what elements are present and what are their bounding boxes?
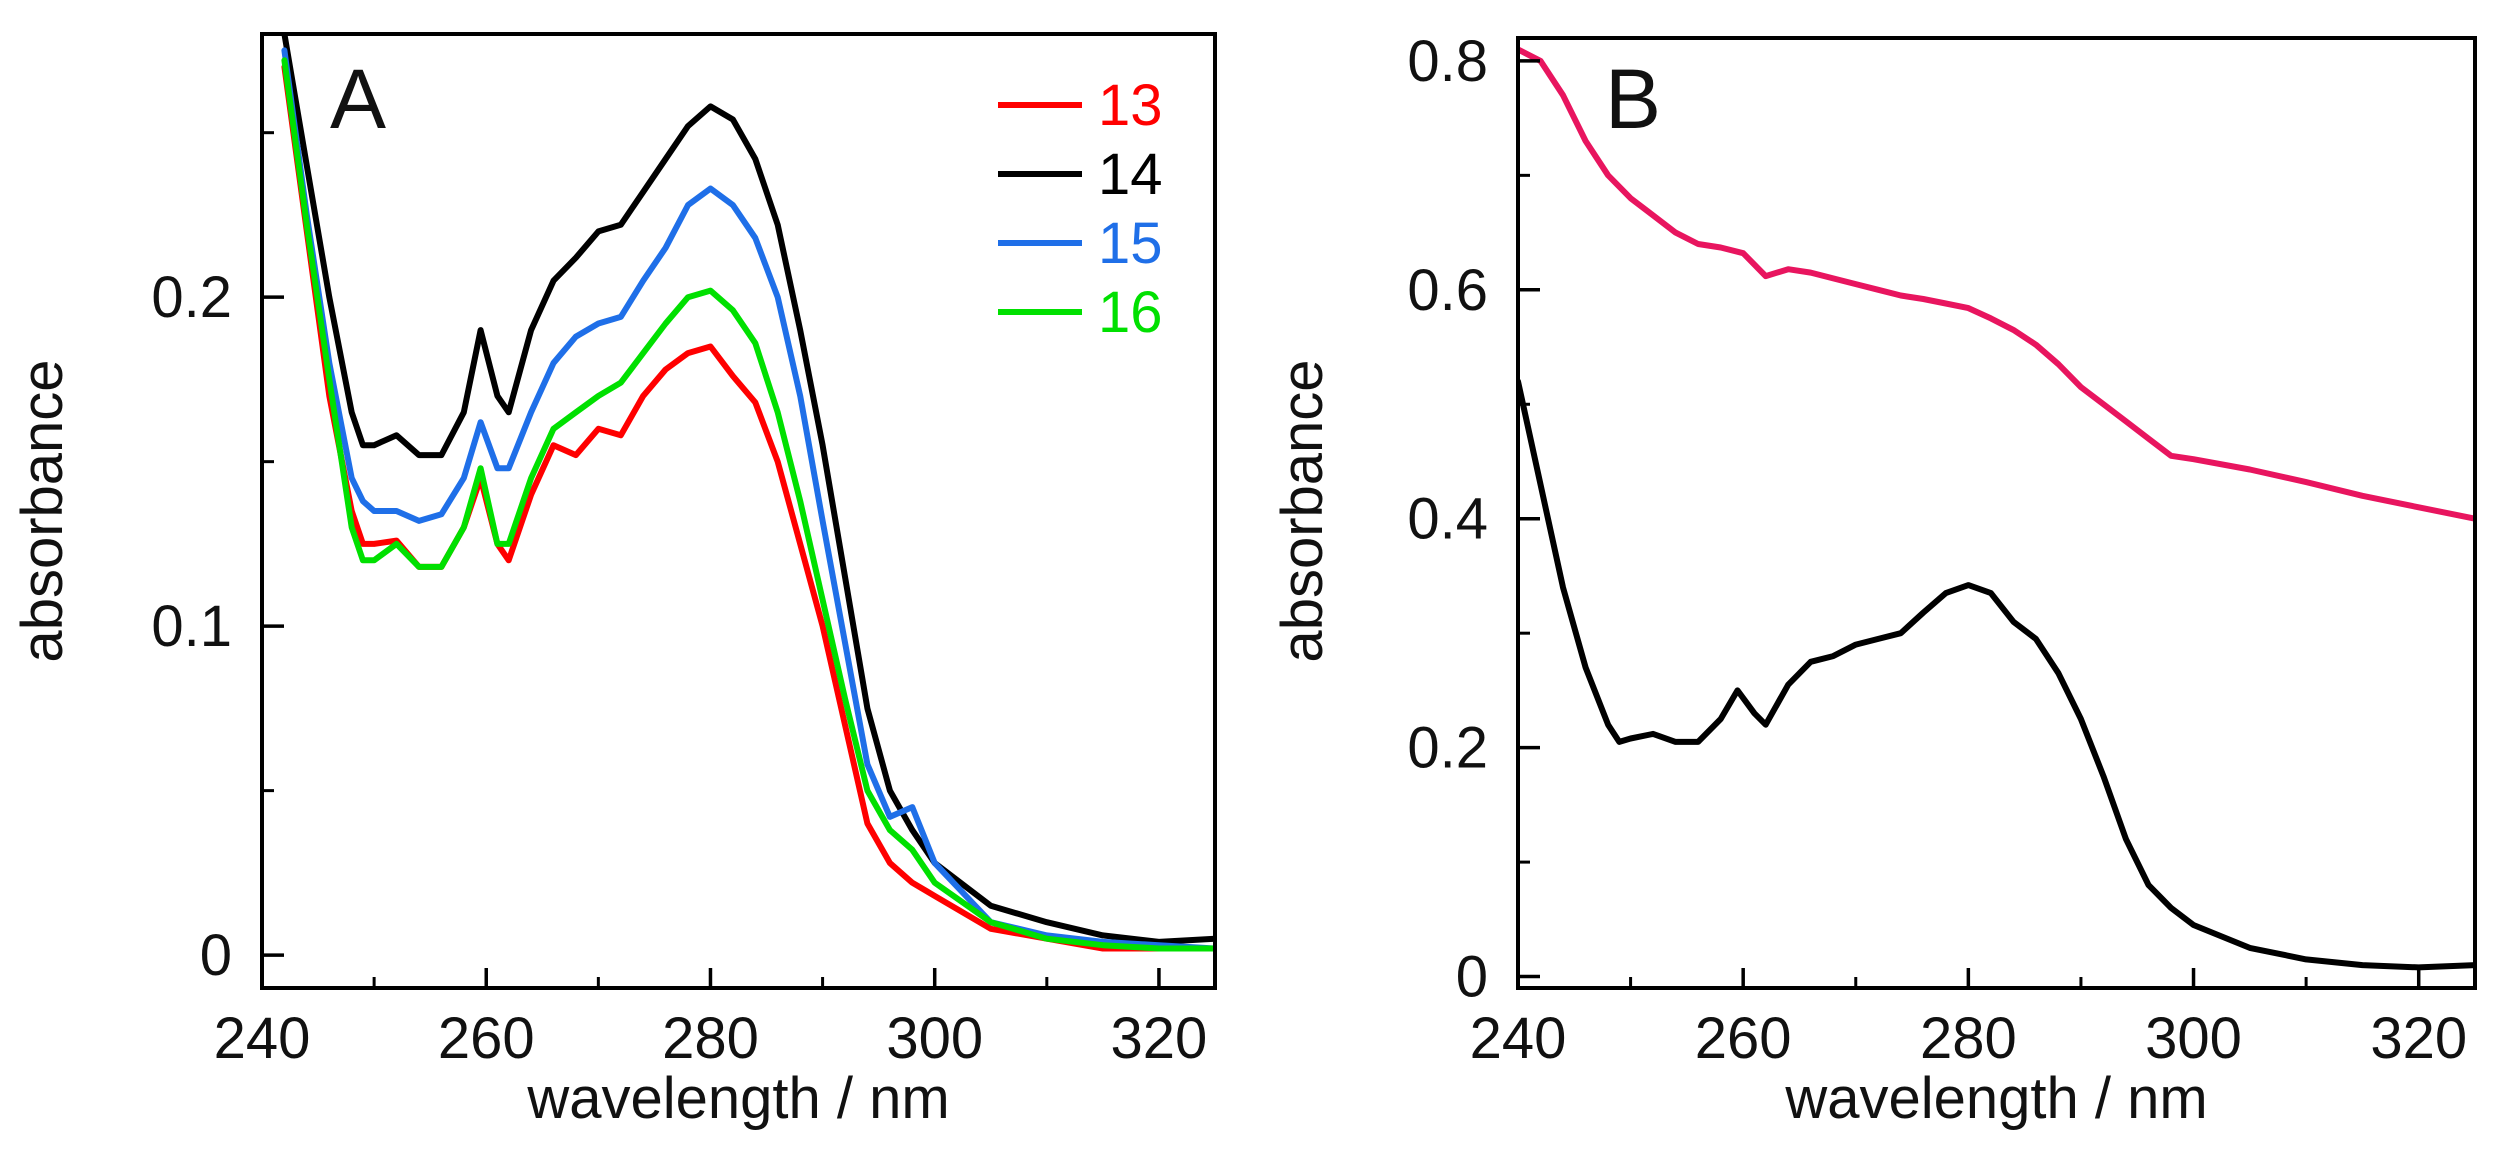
series-line-a-15 xyxy=(281,47,1215,952)
x-tick-label: 320 xyxy=(1111,1006,1208,1071)
legend-label-16: 16 xyxy=(1098,280,1163,345)
x-tick-label: 300 xyxy=(2145,1006,2242,1071)
legend-label-15: 15 xyxy=(1098,211,1163,276)
y-tick-label: 0.2 xyxy=(1407,716,1488,781)
y-tick-label: 0 xyxy=(200,923,232,988)
y-tick-label: 0 xyxy=(1456,945,1488,1010)
legend-label-14: 14 xyxy=(1098,142,1163,207)
y-tick-label: 0.8 xyxy=(1407,29,1488,94)
series-line-b-upper xyxy=(1518,46,2475,522)
x-tick-label: 300 xyxy=(886,1006,983,1071)
plot-frame-a xyxy=(260,32,1217,990)
legend-label-13: 13 xyxy=(1098,73,1163,138)
panel-letter: A xyxy=(330,52,386,146)
x-tick-label: 240 xyxy=(1470,1006,1567,1071)
x-tick-label: 260 xyxy=(1695,1006,1792,1071)
y-tick-label: 0.1 xyxy=(151,594,232,659)
x-tick-label: 280 xyxy=(1920,1006,2017,1071)
series-line-b-lower xyxy=(1518,378,2475,971)
x-axis-label: wavelength / nm xyxy=(1784,1066,2207,1131)
y-axis-label: absorbance xyxy=(1270,359,1335,662)
y-tick-label: 0.4 xyxy=(1407,487,1488,552)
series-line-a-14 xyxy=(281,34,1215,945)
series-line-a-16 xyxy=(281,57,1215,952)
x-tick-label: 240 xyxy=(214,1006,311,1071)
series-line-a-13 xyxy=(281,63,1215,952)
x-tick-label: 280 xyxy=(662,1006,759,1071)
y-tick-label: 0.6 xyxy=(1407,258,1488,323)
panel-a: 240 260 280 300 320 0 0.1 0.2 wavelength / nm abs… xyxy=(10,32,1217,1131)
y-axis-label: absorbance xyxy=(10,359,75,662)
panel-letter: B xyxy=(1605,52,1661,146)
x-tick-label: 260 xyxy=(438,1006,535,1071)
x-axis-label: wavelength / nm xyxy=(526,1066,949,1131)
panel-b: 240 260 280 300 320 0 0.2 0.4 0.6 0.8 wavelength /… xyxy=(1270,29,2477,1131)
plot-frame-b xyxy=(1516,36,2477,990)
y-tick-label: 0.2 xyxy=(151,265,232,330)
x-tick-label: 320 xyxy=(2370,1006,2467,1071)
